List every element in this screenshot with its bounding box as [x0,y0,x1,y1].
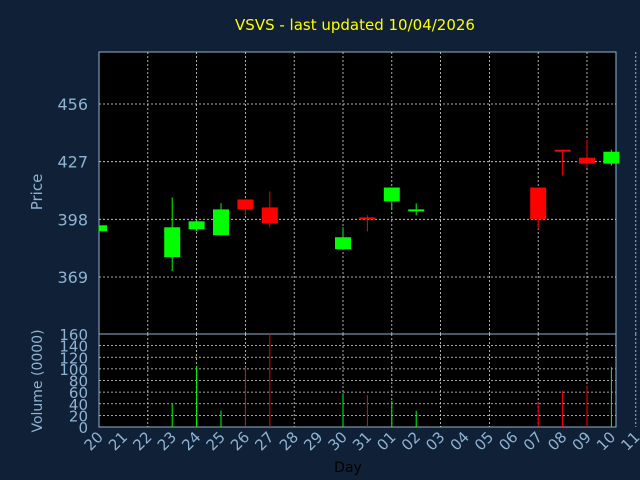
chart-title: VSVS - last updated 10/04/2026 [235,16,475,34]
x-tick-label: 03 [422,428,448,454]
price-axis-label: Price [28,174,46,211]
volume-y-tick-label: 0 [78,419,88,437]
x-tick-label: 10 [593,428,619,454]
x-tick-label: 04 [447,428,473,454]
price-y-tick-label: 369 [57,268,88,287]
x-tick-label: 27 [251,428,277,454]
x-tick-label: 23 [154,428,180,454]
candle-body [164,227,181,258]
x-tick-label: 07 [520,428,546,454]
candle-body [383,187,400,202]
x-tick-label: 08 [544,428,570,454]
x-tick-label: 02 [398,428,424,454]
candle-body [554,149,571,152]
x-axis-label: Day [334,460,362,476]
candle-body [335,237,351,250]
x-tick-label: 28 [276,428,302,454]
candles [98,139,620,272]
x-tick-label: 09 [569,428,595,454]
volume-y-tick-label: 140 [59,338,88,356]
volume-bars [171,334,612,427]
price-plot-area [98,51,617,335]
price-y-tick-label: 427 [57,153,88,172]
x-tick-label: 06 [495,428,521,454]
price-y-tick-labels: 369 398 427 456 [57,95,88,287]
price-y-tick-label: 398 [57,210,88,229]
x-tick-label: 21 [105,428,131,454]
x-tick-label: 05 [471,428,497,454]
candle-body [188,221,205,230]
candle-body [99,225,107,232]
candle-body [213,209,229,236]
candle-body [408,209,425,212]
x-tick-label: 26 [227,428,253,454]
price-y-tick-label: 456 [57,95,88,114]
volume-y-tick-label: 60 [69,384,88,402]
x-tick-label: 25 [203,428,229,454]
volume-y-tick-label: 40 [69,396,88,414]
candle-body [579,157,595,164]
x-tick-label: 11 [617,428,640,454]
candle-body [603,151,620,164]
volume-plot-area [98,333,617,428]
candle-body [237,199,254,210]
volume-y-tick-label: 100 [59,361,88,379]
volume-y-tick-label: 120 [59,349,88,367]
candle-body [261,207,278,224]
volume-y-tick-label: 160 [59,326,88,344]
volume-y-tick-label: 80 [69,373,88,391]
volume-y-tick-label: 20 [69,407,88,425]
x-tick-label: 01 [373,428,399,454]
x-tick-label: 31 [349,428,375,454]
x-tick-label: 22 [129,428,155,454]
x-tick-labels: 2021222324252627282930310102030405060708… [81,428,640,454]
x-tick-label: 30 [325,428,351,454]
candle-body [359,217,376,220]
x-tick-label: 24 [178,428,204,454]
volume-axis-label: Volume (0000) [30,329,46,432]
candle-body [530,187,547,220]
x-tick-label: 29 [300,428,326,454]
